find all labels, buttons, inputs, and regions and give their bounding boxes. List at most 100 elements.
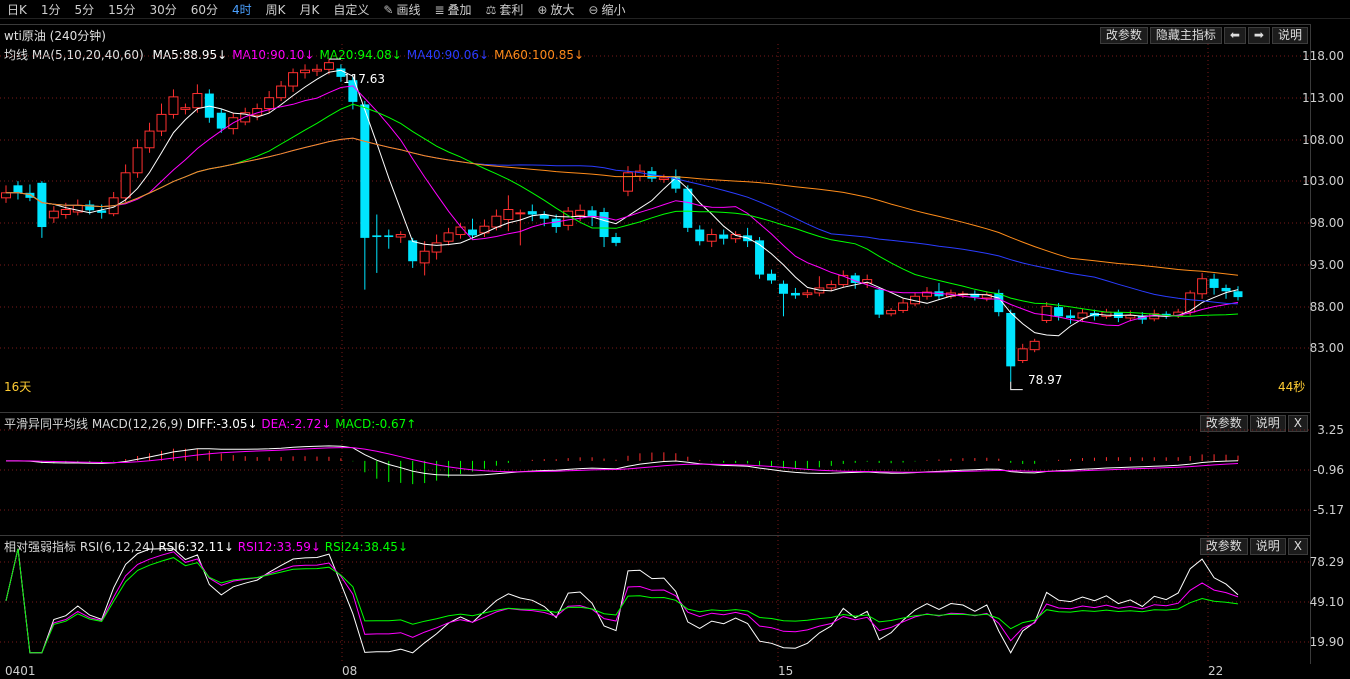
tool-3[interactable]: ⊕ 放大 bbox=[530, 1, 581, 18]
rsi-button-0[interactable]: 改参数 bbox=[1199, 538, 1248, 555]
candle-up bbox=[311, 68, 322, 72]
macd-dea-line bbox=[6, 447, 1239, 473]
candle-up bbox=[838, 274, 849, 286]
timeframe-8[interactable]: 月K bbox=[299, 2, 320, 17]
candle-up bbox=[264, 97, 275, 110]
right-axis-divider bbox=[1310, 24, 1311, 664]
tool-label: 套利 bbox=[499, 2, 524, 17]
candle-down bbox=[599, 212, 609, 238]
rsi-legend: 相对强弱指标 RSI(6,12,24) RSI6:32.11↓ RSI12:33… bbox=[4, 538, 408, 555]
candle-up bbox=[1077, 312, 1088, 319]
ma10-line bbox=[6, 85, 1239, 327]
right-note: 44秒 bbox=[1278, 380, 1306, 394]
low-price-label: 78.97 bbox=[1028, 373, 1063, 387]
candle-up bbox=[826, 284, 837, 289]
arbitrage-icon: ⚖ bbox=[485, 2, 497, 17]
candle-down bbox=[970, 293, 980, 298]
timeframe-9[interactable]: 自定义 bbox=[333, 2, 370, 17]
pencil-icon: ✎ bbox=[383, 2, 394, 17]
candle-up bbox=[922, 291, 933, 297]
timeframe-1[interactable]: 1分 bbox=[40, 2, 61, 17]
macd-pane[interactable]: 平滑异同平均线 MACD(12,26,9) DIFF:-3.05↓ DEA:-2… bbox=[0, 412, 1310, 523]
timeframe-5[interactable]: 60分 bbox=[190, 2, 218, 17]
main-button-1[interactable]: 隐藏主指标 bbox=[1149, 27, 1222, 44]
rsi-pane[interactable]: 相对强弱指标 RSI(6,12,24) RSI6:32.11↓ RSI12:33… bbox=[0, 535, 1310, 662]
ma-value-0: MA5:88.95↓ bbox=[152, 48, 228, 62]
tool-label: 叠加 bbox=[447, 2, 472, 17]
main-button-3[interactable]: ➡ bbox=[1247, 27, 1270, 44]
tool-1[interactable]: ≣ 叠加 bbox=[427, 1, 478, 18]
candle-up bbox=[192, 93, 203, 109]
candle-up bbox=[515, 212, 526, 215]
timeframe-7[interactable]: 周K bbox=[265, 2, 286, 17]
ma-value-4: MA60:100.85↓ bbox=[494, 48, 585, 62]
tool-2[interactable]: ⚖ 套利 bbox=[479, 1, 531, 18]
price-tick-5: 93.00 bbox=[1309, 258, 1344, 272]
candle-up bbox=[898, 302, 909, 311]
tool-label: 缩小 bbox=[601, 2, 626, 17]
main-button-2[interactable]: ⬅ bbox=[1223, 27, 1246, 44]
tool-label: 画线 bbox=[396, 2, 421, 17]
candle-down bbox=[408, 240, 418, 262]
ma20-line bbox=[6, 103, 1239, 317]
timeframe-2[interactable]: 5分 bbox=[74, 2, 95, 17]
candle-down bbox=[683, 188, 693, 228]
ma60-line bbox=[6, 137, 1239, 276]
candle-down bbox=[755, 240, 765, 275]
low-marker-line bbox=[1010, 381, 1023, 391]
price-tick-1: 113.00 bbox=[1302, 91, 1344, 105]
macd-pane-buttons: 改参数 说明 X bbox=[1199, 415, 1308, 432]
candle-down bbox=[1006, 312, 1016, 367]
macd-tick-0: 3.25 bbox=[1317, 423, 1344, 437]
rsi-button-2[interactable]: X bbox=[1287, 538, 1308, 555]
candle-up bbox=[156, 113, 167, 132]
main-pane-buttons: 改参数 隐藏主指标 ⬅ ➡ 说明 bbox=[1099, 27, 1308, 44]
candle-up bbox=[503, 209, 514, 221]
macd-button-0[interactable]: 改参数 bbox=[1199, 415, 1248, 432]
candle-up bbox=[658, 177, 669, 180]
ma-label: 均线 MA(5,10,20,40,60) bbox=[4, 48, 144, 62]
candle-down bbox=[611, 237, 621, 243]
candle-down bbox=[1209, 278, 1219, 288]
ma-value-1: MA10:90.10↓ bbox=[232, 48, 315, 62]
macd-button-1[interactable]: 说明 bbox=[1249, 415, 1286, 432]
candle-down bbox=[372, 235, 382, 238]
candle-up bbox=[1041, 305, 1052, 321]
candle-down bbox=[790, 292, 800, 296]
macd-button-2[interactable]: X bbox=[1287, 415, 1308, 432]
candle-down bbox=[994, 292, 1004, 313]
candle-down bbox=[767, 273, 777, 281]
ma-value-3: MA40:90.06↓ bbox=[406, 48, 490, 62]
candle-up bbox=[323, 62, 334, 70]
candle-up bbox=[1197, 278, 1208, 295]
main-button-0[interactable]: 改参数 bbox=[1099, 27, 1148, 44]
rsi24-line bbox=[5, 548, 1239, 654]
candle-up bbox=[443, 232, 454, 242]
timeframe-6[interactable]: 4时 bbox=[232, 2, 252, 17]
candle-down bbox=[1054, 307, 1064, 317]
macd-diff-line bbox=[6, 445, 1239, 476]
candle-down bbox=[1233, 291, 1243, 298]
candle-up bbox=[862, 279, 873, 284]
main-button-4[interactable]: 说明 bbox=[1271, 27, 1308, 44]
x-tick-0: 0401 bbox=[5, 664, 36, 678]
timeframe-4[interactable]: 30分 bbox=[149, 2, 177, 17]
price-tick-7: 83.00 bbox=[1309, 341, 1344, 355]
tool-label: 放大 bbox=[550, 2, 575, 17]
candle-down bbox=[13, 185, 23, 193]
candle-down bbox=[336, 68, 346, 77]
candle-up bbox=[1185, 292, 1196, 313]
candle-down bbox=[778, 283, 788, 294]
timeframe-3[interactable]: 15分 bbox=[108, 2, 136, 17]
rsi-button-1[interactable]: 说明 bbox=[1249, 538, 1286, 555]
tool-4[interactable]: ⊖ 缩小 bbox=[581, 1, 632, 18]
ma5-line bbox=[6, 69, 1239, 337]
rsi-tick-0: 78.29 bbox=[1309, 555, 1344, 569]
candle-up bbox=[802, 292, 813, 296]
x-tick-2: 15 bbox=[778, 664, 794, 678]
candle-down bbox=[1089, 312, 1099, 317]
tool-0[interactable]: ✎ 画线 bbox=[376, 1, 427, 18]
timeframe-0[interactable]: 日K bbox=[7, 2, 27, 17]
candle-down bbox=[874, 289, 884, 315]
price-pane[interactable]: wti原油 (240分钟) 改参数 隐藏主指标 ⬅ ➡ 说明 均线 MA(5,10,20… bbox=[0, 24, 1310, 407]
